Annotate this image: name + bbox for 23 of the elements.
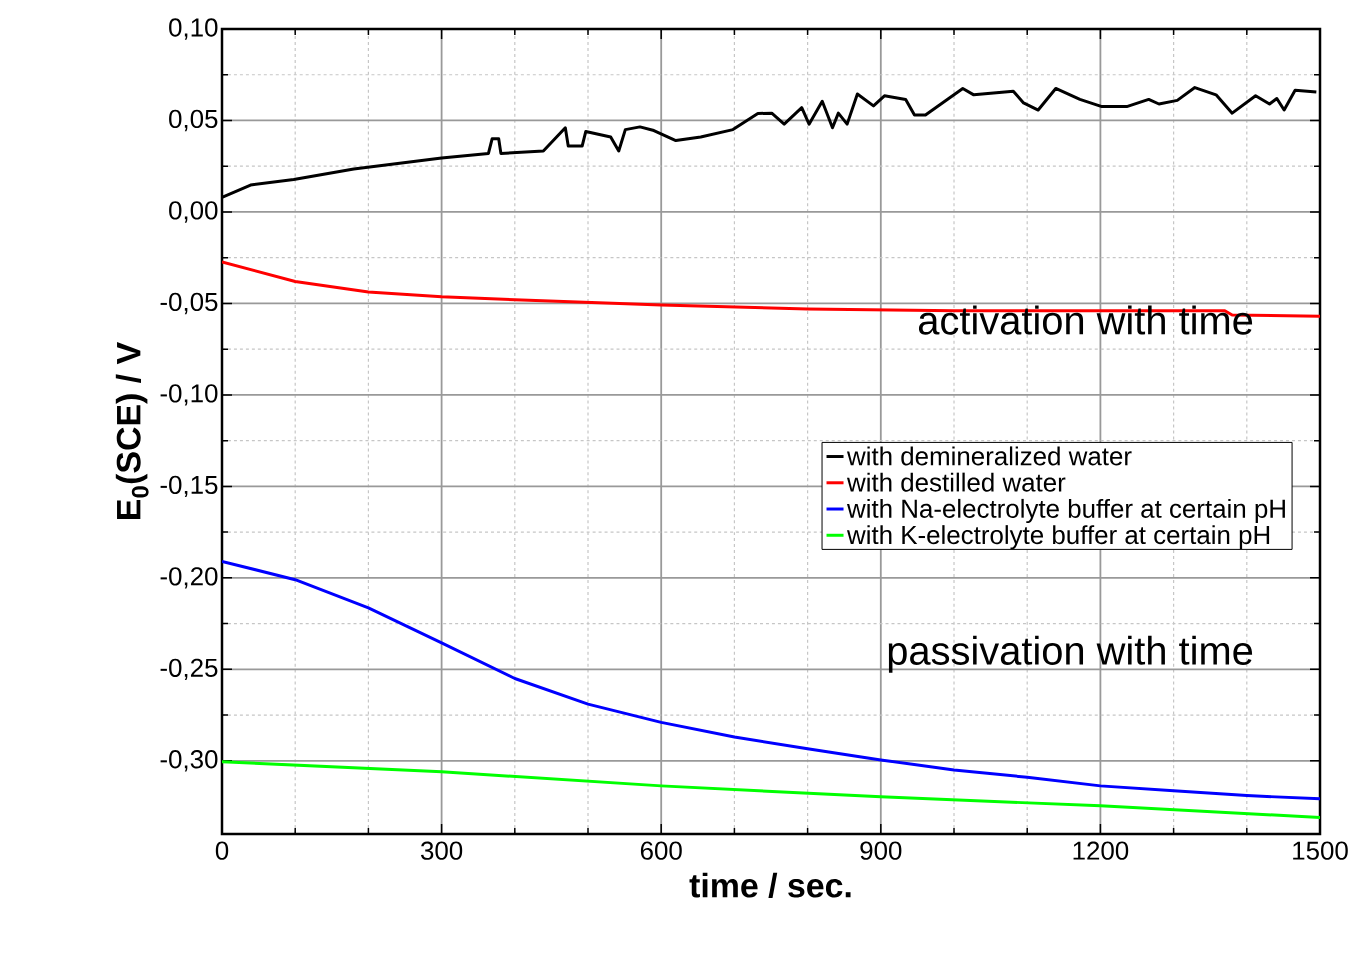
y-axis-title: E$_{0}$(SCE) / V	[115, 342, 149, 519]
x-tick-label: 1200	[1073, 841, 1129, 860]
y-tick-label: -0,20	[160, 567, 218, 589]
legend-label: with demineralized water	[846, 446, 1132, 466]
legend-label: with K-electrolyte buffer at certain pH	[846, 525, 1270, 550]
legend-label: with destilled water	[846, 472, 1066, 492]
y-tick-label: 0,00	[169, 201, 218, 223]
x-tick-label: 1500	[1293, 841, 1348, 860]
y-tick-label: 0,10	[169, 18, 218, 40]
annotation: passivation with time	[888, 635, 1253, 673]
legend-label: with Na-electrolyte buffer at certain pH	[846, 498, 1285, 524]
y-tick-label: 0,05	[169, 109, 218, 132]
y-tick-label: -0,15	[160, 475, 218, 498]
x-tick-label: 300	[420, 841, 463, 860]
x-axis-title: time / sec.	[689, 872, 851, 898]
y-tick-label: -0,30	[160, 750, 218, 772]
y-tick-label: -0,05	[160, 292, 218, 315]
x-tick-label: 900	[860, 841, 902, 860]
x-tick-label: 600	[640, 841, 682, 860]
annotation: activation with time	[918, 305, 1253, 335]
y-tick-label: -0,10	[160, 384, 218, 406]
x-tick-label: 0	[215, 841, 229, 860]
y-tick-label: -0,25	[160, 658, 218, 681]
